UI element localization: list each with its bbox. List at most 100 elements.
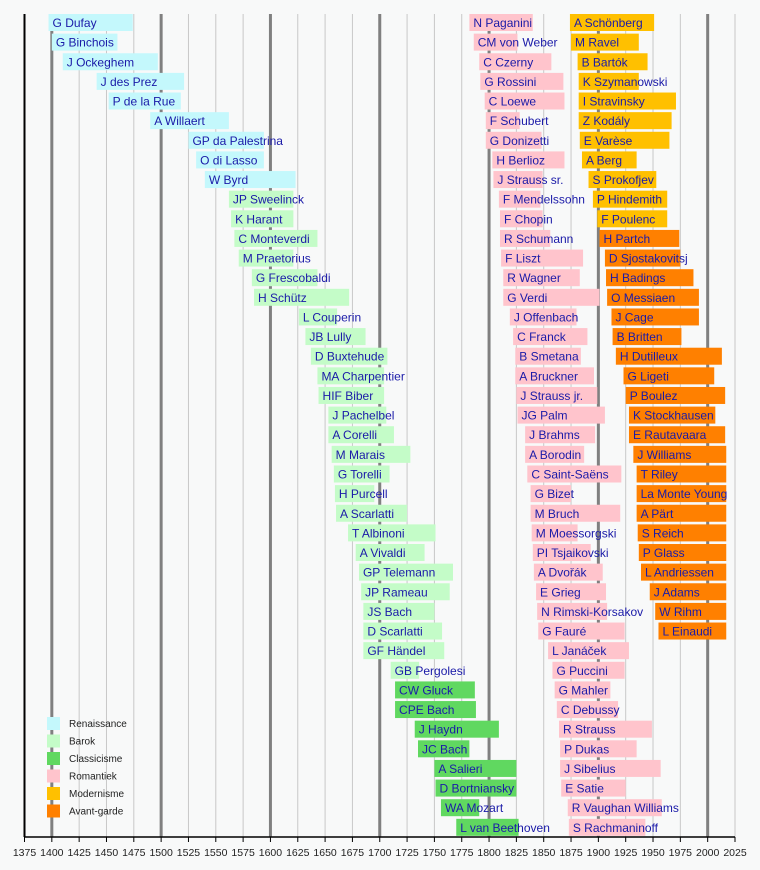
tick-label: 1575 bbox=[231, 847, 255, 859]
composer-label: P Glass bbox=[643, 546, 685, 560]
composer-label: W Rihm bbox=[659, 605, 702, 619]
composer-bar bbox=[473, 33, 518, 51]
composer-label: H Dutilleux bbox=[620, 350, 678, 364]
composer-bar bbox=[599, 229, 680, 247]
composer-bar bbox=[532, 544, 591, 562]
composer-label: R Strauss bbox=[563, 723, 616, 737]
composer-bar bbox=[251, 269, 318, 287]
composer-bar bbox=[607, 288, 699, 306]
composer-label: PI Tsjaikovski bbox=[537, 546, 609, 560]
composer-bar bbox=[254, 288, 350, 306]
composer-label: GF Händel bbox=[367, 644, 425, 658]
composer-bar-group: H Partch bbox=[599, 229, 680, 247]
composer-bar-group: N Rimski-Korsakov bbox=[537, 602, 643, 620]
composer-bar bbox=[569, 14, 655, 31]
composer-bar-group: A Vivaldi bbox=[355, 544, 425, 562]
composer-label: GP da Palestrina bbox=[192, 134, 283, 148]
composer-bar-group: J Adams bbox=[649, 583, 727, 601]
tick-label: 1450 bbox=[95, 847, 119, 859]
composer-bar bbox=[515, 367, 594, 385]
composer-bar bbox=[588, 171, 657, 189]
composer-bar-group: S Reich bbox=[637, 524, 727, 542]
composer-bar bbox=[334, 485, 375, 503]
composer-bar bbox=[578, 112, 672, 130]
composer-label: N Paganini bbox=[473, 16, 532, 30]
composer-label: A Berg bbox=[586, 153, 622, 167]
composer-bar-group: W Byrd bbox=[204, 171, 296, 189]
composer-bar-group: G Verdi bbox=[503, 288, 600, 306]
composer-bar bbox=[623, 367, 715, 385]
composer-bar bbox=[581, 151, 637, 169]
tick-label: 1900 bbox=[587, 847, 611, 859]
composer-bar-group: O Messiaen bbox=[607, 288, 699, 306]
composer-label: JP Rameau bbox=[365, 585, 427, 599]
composer-label: F Chopin bbox=[504, 212, 553, 226]
composer-bar-group: W Rihm bbox=[655, 602, 727, 620]
composer-bar-group: E Grieg bbox=[536, 583, 607, 601]
composer-label: L Janáček bbox=[552, 644, 607, 658]
composer-label: D Buxtehude bbox=[315, 350, 385, 364]
composer-label: G Donizetti bbox=[490, 134, 549, 148]
composer-bar bbox=[658, 622, 727, 640]
composer-bar bbox=[537, 602, 608, 620]
composer-label: MA Charpentier bbox=[321, 369, 404, 383]
composer-label: L van Beethoven bbox=[460, 821, 550, 835]
composer-bar-group: H Schütz bbox=[254, 288, 350, 306]
composer-label: H Schütz bbox=[258, 291, 307, 305]
composer-label: JG Palm bbox=[521, 409, 567, 423]
composer-bar bbox=[559, 720, 652, 738]
composer-label: Z Kodály bbox=[583, 114, 630, 128]
composer-bar bbox=[517, 406, 605, 424]
composer-bar-group: F Mendelssohn bbox=[498, 190, 585, 208]
composer-label: D Scarlatti bbox=[367, 625, 422, 639]
composer-label: W Byrd bbox=[209, 173, 248, 187]
composer-bar bbox=[484, 92, 565, 110]
composer-bar-group: MA Charpentier bbox=[317, 367, 405, 385]
composer-label: F Poulenc bbox=[601, 212, 655, 226]
composer-bar bbox=[513, 328, 588, 346]
composer-bar bbox=[363, 642, 445, 660]
composer-bar-group: I Stravinsky bbox=[578, 92, 676, 110]
composer-bar-group: CM von Weber bbox=[473, 33, 558, 51]
composer-bar bbox=[571, 33, 639, 51]
composer-label: S Prokofjev bbox=[593, 173, 654, 187]
composer-bar bbox=[480, 72, 564, 90]
composer-label: JB Lully bbox=[309, 330, 351, 344]
composer-bar bbox=[556, 701, 619, 719]
composer-label: G Fauré bbox=[542, 625, 586, 639]
composer-bar bbox=[633, 445, 727, 463]
composer-label: J Adams bbox=[654, 585, 700, 599]
composer-bar-group: JC Bach bbox=[418, 740, 470, 758]
composer-bar-group: C Franck bbox=[513, 328, 588, 346]
composer-label: C Debussy bbox=[561, 703, 620, 717]
composer-bar-group: J Ockeghem bbox=[62, 53, 158, 71]
composer-bar-group: J Strauss jr. bbox=[516, 386, 598, 404]
composer-bar bbox=[577, 53, 648, 71]
composer-bar-group: H Badings bbox=[606, 269, 694, 287]
composer-label: A Borodin bbox=[529, 448, 581, 462]
composer-bar-group: J des Prez bbox=[96, 72, 185, 90]
composer-label: M Moessorgski bbox=[536, 526, 617, 540]
composer-bar-group: G Fauré bbox=[538, 622, 625, 640]
composer-label: K Szymanowski bbox=[583, 75, 668, 89]
composer-bar-group: F Liszt bbox=[501, 249, 584, 267]
composer-bar bbox=[318, 386, 385, 404]
composer-bar bbox=[498, 190, 541, 208]
composer-bars: G Dufay N Paganini A Schönberg G Binchois CM… bbox=[48, 14, 727, 836]
composer-bar-group: J Offenbach bbox=[509, 308, 578, 326]
composer-bar-group: K Stockhausen bbox=[628, 406, 716, 424]
composer-bar bbox=[492, 151, 565, 169]
composer-label: J Ockeghem bbox=[67, 55, 134, 69]
composer-bar-group: D Bortniansky bbox=[435, 779, 517, 797]
composer-bar-group: M Moessorgski bbox=[531, 524, 617, 542]
composer-label: R Wagner bbox=[507, 271, 561, 285]
tick-label: 1725 bbox=[395, 847, 419, 859]
composer-bar bbox=[358, 563, 453, 581]
composer-bar bbox=[336, 504, 408, 522]
tick-label: 1475 bbox=[122, 847, 146, 859]
composer-bar bbox=[469, 14, 533, 31]
legend-swatch bbox=[47, 734, 60, 748]
composer-bar-group: A Salieri bbox=[434, 759, 517, 777]
composer-bar-group: J Sibelius bbox=[560, 759, 661, 777]
composer-bar-group: H Dutilleux bbox=[615, 347, 722, 365]
